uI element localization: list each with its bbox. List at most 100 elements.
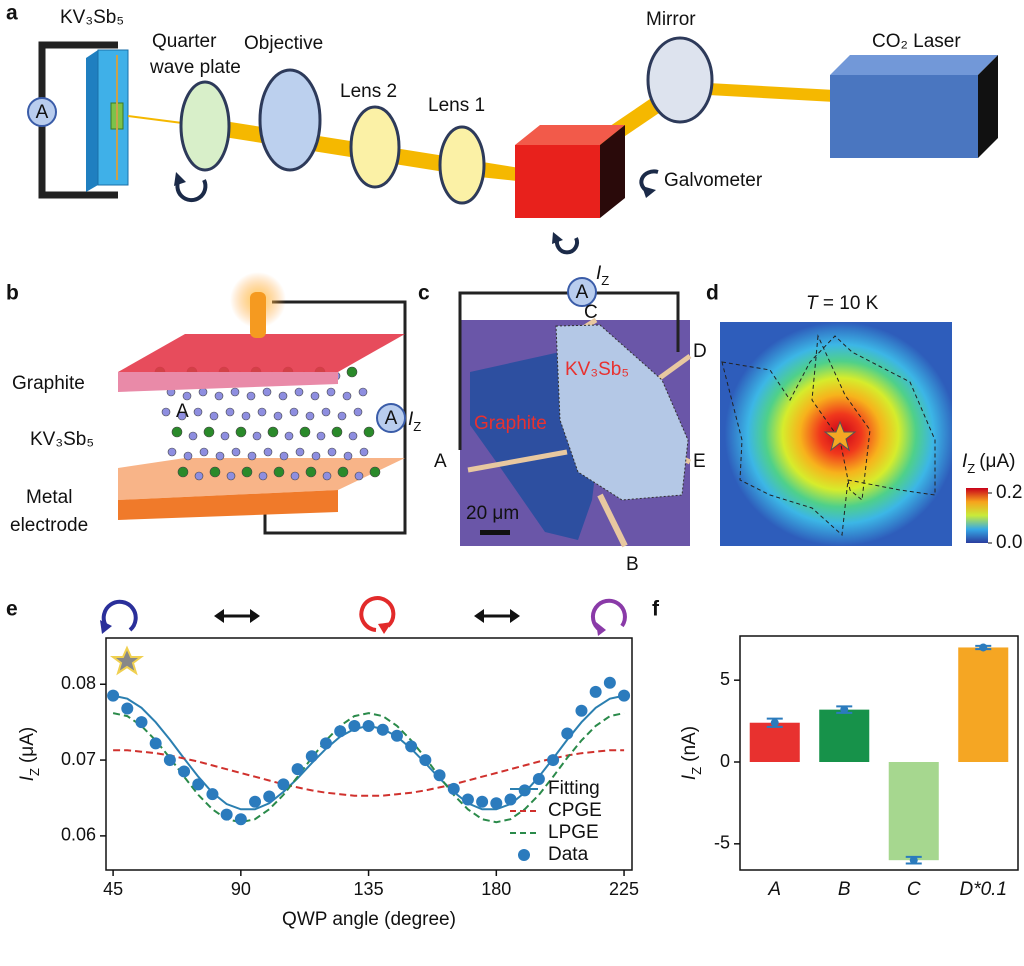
y-tick-label: 0 xyxy=(720,751,730,771)
data-point xyxy=(419,754,432,767)
atom xyxy=(167,447,177,457)
arrow-head xyxy=(642,186,656,198)
atom xyxy=(279,451,289,461)
data-point xyxy=(220,808,233,821)
atom xyxy=(247,451,257,461)
atom xyxy=(369,466,381,478)
label: Lens 1 xyxy=(428,95,485,116)
unit: (μA) xyxy=(979,451,1015,472)
atom xyxy=(235,426,247,438)
sample-label: KV₃Sb₅ xyxy=(565,359,629,380)
circular-arrow xyxy=(101,599,138,632)
label: CO₂ Laser xyxy=(872,31,961,52)
axis-title: IZ (μA) xyxy=(17,727,42,782)
atom xyxy=(343,451,353,461)
legend-label: Data xyxy=(548,844,589,865)
arrow-head xyxy=(378,622,392,634)
data-point xyxy=(263,790,276,803)
symbol: T xyxy=(806,293,819,314)
bar xyxy=(749,722,800,762)
data-point xyxy=(504,793,517,806)
data-point xyxy=(447,782,460,795)
label: Graphite xyxy=(12,373,85,394)
data-point xyxy=(532,773,545,786)
atom xyxy=(183,451,193,461)
atom xyxy=(358,387,368,397)
y-tick-label: 0.06 xyxy=(61,825,96,845)
circular-arrow xyxy=(590,598,627,632)
atom xyxy=(363,426,375,438)
atom xyxy=(241,411,251,421)
current-label: IZ xyxy=(596,263,609,288)
symbol: I xyxy=(596,263,602,284)
data-point xyxy=(149,737,162,750)
sample-side xyxy=(86,50,98,192)
label: Metal xyxy=(26,487,72,508)
lens-2 xyxy=(349,105,401,189)
atom xyxy=(231,447,241,457)
metal-electrode xyxy=(118,490,338,520)
atom xyxy=(177,466,189,478)
panel-b: A IZ Graphite A KV₃Sb₅ Metal electrode xyxy=(10,272,421,536)
panel-label: a xyxy=(6,2,18,25)
label: wave plate xyxy=(149,57,241,78)
data-point xyxy=(234,813,247,826)
legend-label: Fitting xyxy=(548,778,600,799)
data-point xyxy=(603,676,616,689)
unit: (nA) xyxy=(679,726,700,762)
ammeter-label: A xyxy=(36,102,49,123)
circular-arrow xyxy=(359,596,396,632)
series-line xyxy=(113,749,625,797)
atom xyxy=(241,466,253,478)
error-point xyxy=(770,718,779,727)
contact-label: E xyxy=(693,451,706,472)
error-point xyxy=(909,856,918,865)
atom xyxy=(262,387,272,397)
atom xyxy=(263,447,273,457)
graphite-label: Graphite xyxy=(474,413,547,434)
data-point xyxy=(178,765,191,778)
polarization-icons xyxy=(100,596,627,676)
atom xyxy=(337,466,349,478)
data-point xyxy=(291,763,304,776)
colorbar-label: IZ (μA) xyxy=(962,451,1016,476)
arrow-head xyxy=(214,609,224,623)
series-line xyxy=(112,712,625,824)
graphite-edge xyxy=(118,372,338,392)
contact-label: A xyxy=(434,451,447,472)
data-point xyxy=(107,689,120,702)
sample-flake xyxy=(555,324,689,501)
subscript: Z xyxy=(967,461,975,476)
atom xyxy=(257,407,267,417)
x-tick-label: 135 xyxy=(354,879,384,899)
bar xyxy=(888,762,939,861)
charts: 0.06 0.07 0.08 45 90 135 180 225 QWP angle (degr… xyxy=(17,635,1019,930)
colorbar-tick-label: 0.2 xyxy=(996,482,1022,503)
lens-1 xyxy=(438,125,486,205)
legend-label: CPGE xyxy=(548,800,602,821)
atom xyxy=(258,471,268,481)
atom xyxy=(273,411,283,421)
data-point xyxy=(476,795,489,808)
subscript: Z xyxy=(413,419,421,434)
data-point xyxy=(121,702,134,715)
atom xyxy=(346,366,358,378)
data-point xyxy=(305,750,318,763)
data-point xyxy=(490,797,503,810)
arrow-head xyxy=(474,609,484,623)
x-tick-label: 225 xyxy=(609,879,639,899)
bar xyxy=(819,709,870,762)
atom xyxy=(199,447,209,457)
laser-body xyxy=(830,75,978,158)
atom xyxy=(215,451,225,461)
star-marker xyxy=(110,645,144,676)
y-tick-label: 0.07 xyxy=(61,749,96,769)
y-tick-label: 5 xyxy=(720,669,730,689)
atom xyxy=(230,387,240,397)
atom xyxy=(203,426,215,438)
symbol: I xyxy=(17,775,38,781)
data-point xyxy=(376,723,389,736)
label: Objective xyxy=(244,33,323,54)
atom xyxy=(348,431,358,441)
